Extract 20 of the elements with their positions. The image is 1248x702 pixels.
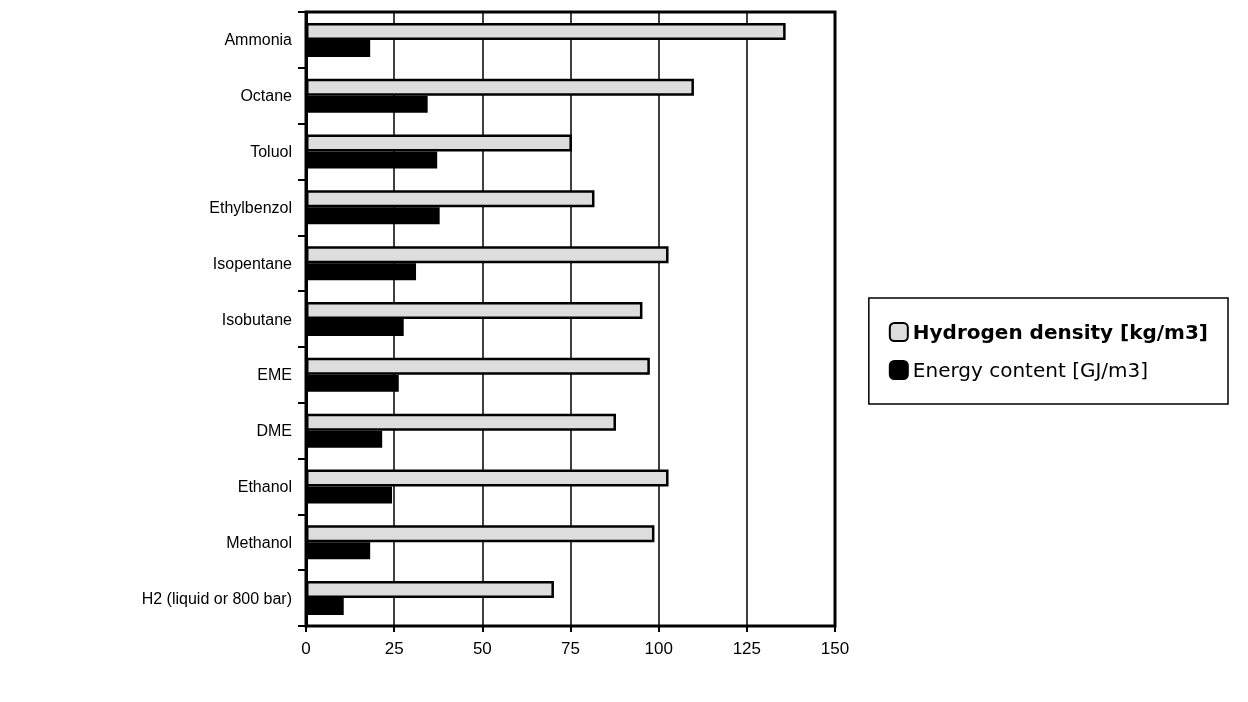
x-tick-label: 75 (561, 639, 580, 658)
y-tick-label: DME (256, 422, 292, 440)
x-tick-label: 0 (301, 639, 311, 658)
x-tick-label: 50 (472, 639, 492, 658)
y-tick-label: Ethanol (237, 477, 292, 495)
y-tick-label: EME (257, 366, 292, 384)
y-tick-label: Toluol (250, 143, 292, 161)
legend-label: Hydrogen density [kg/m3] (912, 320, 1209, 344)
x-tick-label: 25 (384, 639, 404, 658)
y-tick-label: Methanol (226, 533, 292, 551)
x-tick-label: 125 (732, 639, 762, 658)
y-tick-label: Ammonia (224, 31, 293, 49)
y-tick-label: Isobutane (221, 310, 293, 328)
x-tick-label: 100 (644, 639, 673, 658)
y-tick-label: Isopentane (212, 254, 293, 272)
legend-label: Energy content [GJ/m3] (912, 358, 1149, 382)
x-tick-label: 150 (820, 639, 850, 658)
y-tick-label: Ethylbenzol (209, 198, 292, 216)
y-tick-label: Octane (240, 87, 293, 105)
y-tick-label: H2 (liquid or 800 bar) (141, 589, 292, 607)
